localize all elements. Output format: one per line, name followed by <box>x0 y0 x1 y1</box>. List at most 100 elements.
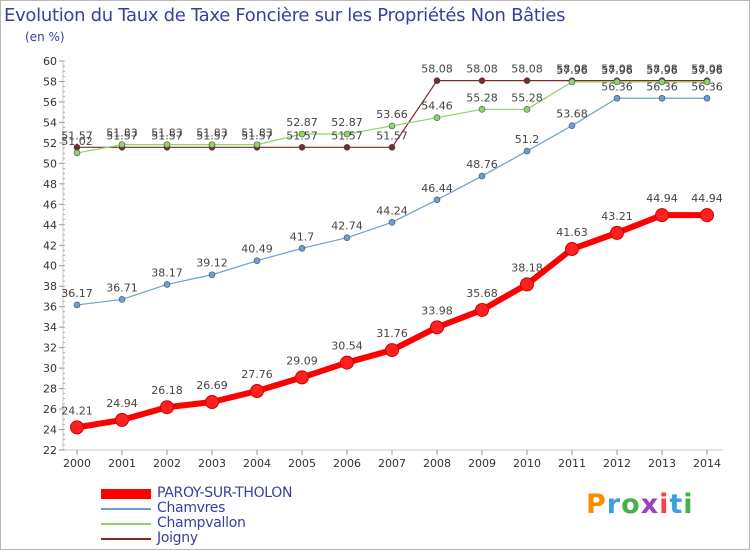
data-label-champvallon: 55.28 <box>466 91 498 104</box>
legend-swatch-champvallon <box>101 523 151 525</box>
x-tick-label: 2004 <box>243 457 271 470</box>
data-label-paroy: 24.21 <box>61 404 93 417</box>
legend-swatch-paroy <box>101 489 151 499</box>
data-label-joigny: 58.08 <box>466 63 498 76</box>
data-label-champvallon: 57.96 <box>691 64 723 77</box>
logo-letter: P <box>586 489 607 520</box>
x-tick-label: 2008 <box>423 457 451 470</box>
data-point-paroy <box>610 225 624 240</box>
data-point-champvallon <box>703 78 711 86</box>
logo-letter: t <box>669 489 684 520</box>
data-point-champvallon <box>478 106 486 113</box>
x-tick-label: 2000 <box>63 457 91 470</box>
data-point-joigny <box>343 143 351 151</box>
data-point-paroy <box>295 370 309 385</box>
data-point-champvallon <box>388 122 396 130</box>
data-point-champvallon <box>208 141 216 148</box>
data-label-paroy: 26.69 <box>196 379 228 392</box>
y-tick-label: 28 <box>43 383 57 396</box>
data-label-chamvres: 41.7 <box>290 230 315 243</box>
data-label-champvallon: 51.02 <box>61 135 93 148</box>
y-tick-label: 36 <box>43 301 57 314</box>
data-label-paroy: 24.94 <box>106 397 138 410</box>
data-point-paroy <box>565 242 579 257</box>
x-tick-label: 2011 <box>558 457 586 470</box>
logo-letter: r <box>606 489 622 520</box>
data-label-chamvres: 56.36 <box>646 80 678 93</box>
y-tick-label: 46 <box>43 198 57 211</box>
data-label-joigny: 51.57 <box>241 129 273 142</box>
data-point-chamvres <box>568 122 576 129</box>
data-label-joigny: 51.57 <box>151 129 183 142</box>
data-point-champvallon <box>163 141 171 148</box>
legend-label-joigny: Joigny <box>157 530 198 546</box>
data-point-paroy <box>520 277 534 292</box>
data-point-paroy <box>655 208 669 223</box>
data-label-chamvres: 48.76 <box>466 158 498 171</box>
data-label-chamvres: 51.2 <box>515 133 540 146</box>
data-label-champvallon: 57.96 <box>601 64 633 77</box>
y-tick-label: 58 <box>43 75 57 88</box>
data-point-chamvres <box>253 257 261 265</box>
data-label-joigny: 51.57 <box>106 129 138 142</box>
data-point-chamvres <box>388 219 396 226</box>
data-label-paroy: 33.98 <box>421 304 453 317</box>
data-point-champvallon <box>568 78 576 86</box>
data-label-joigny: 58.08 <box>556 63 588 76</box>
data-point-paroy <box>70 420 84 435</box>
data-point-paroy <box>430 320 444 335</box>
data-point-paroy <box>160 400 174 415</box>
data-point-chamvres <box>208 271 216 279</box>
data-label-paroy: 43.21 <box>601 210 633 223</box>
data-label-paroy: 41.63 <box>556 226 588 239</box>
y-tick-label: 26 <box>43 403 57 416</box>
data-point-chamvres <box>703 94 711 102</box>
data-label-champvallon: 52.87 <box>331 116 363 129</box>
data-label-champvallon: 51.83 <box>106 127 138 140</box>
logo-letter: o <box>621 489 641 520</box>
data-point-chamvres <box>658 94 666 102</box>
legend-label-paroy: PAROY-SUR-THOLON <box>157 485 293 501</box>
data-label-chamvres: 46.44 <box>421 182 453 195</box>
x-tick-label: 2012 <box>603 457 631 470</box>
data-label-joigny: 58.08 <box>601 63 633 76</box>
data-point-joigny <box>388 143 396 151</box>
data-label-chamvres: 36.17 <box>61 287 93 300</box>
logo-letter: i <box>659 489 670 520</box>
data-label-chamvres: 42.74 <box>331 220 363 233</box>
y-tick-label: 54 <box>43 116 57 129</box>
data-point-joigny <box>433 77 441 84</box>
data-label-chamvres: 38.17 <box>151 266 183 279</box>
data-point-paroy <box>475 302 489 317</box>
data-point-champvallon <box>298 130 306 138</box>
data-label-chamvres: 36.71 <box>106 281 138 294</box>
data-point-chamvres <box>163 281 171 288</box>
logo-letter: i <box>683 489 694 520</box>
y-tick-label: 44 <box>43 219 57 232</box>
chart-unit: (en %) <box>25 30 65 44</box>
legend-label-chamvres: Chamvres <box>157 500 226 516</box>
x-tick-label: 2014 <box>693 457 721 470</box>
data-label-joigny: 51.57 <box>61 129 93 142</box>
data-point-paroy <box>340 355 354 370</box>
data-point-chamvres <box>73 301 81 309</box>
data-point-paroy <box>205 394 219 409</box>
x-tick-label: 2009 <box>468 457 496 470</box>
data-label-chamvres: 56.36 <box>691 80 723 93</box>
data-label-paroy: 44.94 <box>691 192 723 205</box>
data-point-joigny <box>523 77 531 84</box>
data-label-joigny: 51.57 <box>376 129 408 142</box>
proxiti-logo: Proxiti <box>586 489 694 520</box>
data-point-champvallon <box>118 141 126 148</box>
data-point-chamvres <box>298 245 306 252</box>
x-tick-label: 2013 <box>648 457 676 470</box>
x-tick-label: 2003 <box>198 457 226 470</box>
y-tick-label: 22 <box>43 444 57 457</box>
data-label-chamvres: 40.49 <box>241 243 273 256</box>
data-label-paroy: 44.94 <box>646 192 678 205</box>
data-point-paroy <box>385 343 399 358</box>
y-tick-label: 56 <box>43 96 57 109</box>
data-label-paroy: 26.18 <box>151 384 183 397</box>
